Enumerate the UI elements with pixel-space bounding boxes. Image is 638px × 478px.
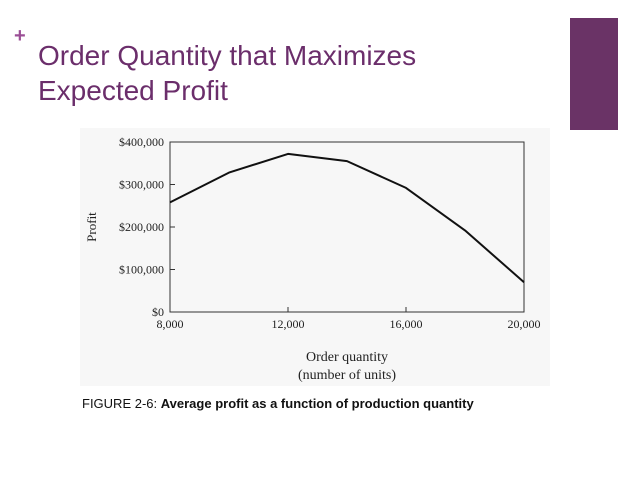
slide-title: Order Quantity that Maximizes Expected P… xyxy=(38,38,538,108)
series-lines xyxy=(169,152,525,284)
profit-line xyxy=(169,152,525,284)
x-tick-label: 20,000 xyxy=(508,317,541,331)
title-line-2: Expected Profit xyxy=(38,75,228,106)
y-axis-label: Profit xyxy=(84,212,99,242)
plus-icon: + xyxy=(14,25,26,47)
plot-frame xyxy=(169,141,525,313)
y-tick-label: $100,000 xyxy=(119,263,164,277)
caption-prefix: FIGURE 2-6: xyxy=(82,396,161,411)
x-tick-label: 8,000 xyxy=(157,317,184,331)
profit-chart: $0 $100,000 $200,000 $300,000 $400,000 8,000… xyxy=(84,135,541,383)
y-tick-label: $0 xyxy=(152,305,164,319)
figure-caption: FIGURE 2-6: Average profit as a function… xyxy=(82,396,474,411)
x-tick-label: 12,000 xyxy=(272,317,305,331)
x-tick-label: 16,000 xyxy=(390,317,423,331)
chart-area: $0 $100,000 $200,000 $300,000 $400,000 8,000… xyxy=(80,128,550,386)
y-tick-label: $200,000 xyxy=(119,220,164,234)
x-axis-ticks: 8,000 12,000 16,000 20,000 xyxy=(157,307,541,331)
title-line-1: Order Quantity that Maximizes xyxy=(38,40,417,71)
accent-block xyxy=(570,18,618,130)
y-axis-ticks: $0 $100,000 $200,000 $300,000 $400,000 xyxy=(119,135,175,319)
x-axis-label-line-1: Order quantity xyxy=(306,350,388,365)
y-tick-label: $300,000 xyxy=(119,178,164,192)
x-axis-label-line-2: (number of units) xyxy=(298,368,396,383)
y-tick-label: $400,000 xyxy=(119,135,164,149)
caption-text: Average profit as a function of producti… xyxy=(160,396,474,411)
